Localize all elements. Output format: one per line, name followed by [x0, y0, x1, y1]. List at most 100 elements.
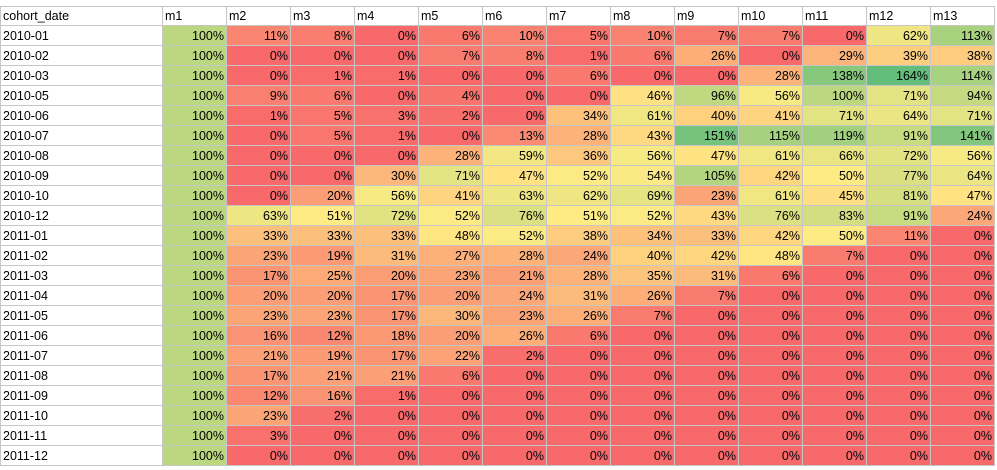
retention-cell[interactable]: 100%	[162, 445, 227, 466]
header-cell-m12[interactable]: m12	[866, 6, 931, 26]
retention-cell[interactable]: 21%	[226, 345, 291, 366]
retention-cell[interactable]: 100%	[162, 125, 227, 146]
retention-cell[interactable]: 26%	[482, 325, 547, 346]
retention-cell[interactable]: 0%	[738, 45, 803, 66]
retention-cell[interactable]: 0%	[802, 425, 867, 446]
cohort-date-cell[interactable]: 2011-06	[0, 325, 163, 346]
retention-cell[interactable]: 7%	[674, 25, 739, 46]
retention-cell[interactable]: 0%	[930, 345, 995, 366]
retention-cell[interactable]: 52%	[610, 205, 675, 226]
retention-cell[interactable]: 31%	[546, 285, 611, 306]
retention-cell[interactable]: 105%	[674, 165, 739, 186]
retention-cell[interactable]: 64%	[866, 105, 931, 126]
retention-cell[interactable]: 34%	[610, 225, 675, 246]
cohort-date-cell[interactable]: 2011-11	[0, 425, 163, 446]
retention-cell[interactable]: 3%	[226, 425, 291, 446]
retention-cell[interactable]: 0%	[866, 365, 931, 386]
retention-cell[interactable]: 77%	[866, 165, 931, 186]
retention-cell[interactable]: 100%	[162, 425, 227, 446]
retention-cell[interactable]: 0%	[354, 445, 419, 466]
cohort-date-cell[interactable]: 2010-12	[0, 205, 163, 226]
retention-cell[interactable]: 59%	[482, 145, 547, 166]
retention-cell[interactable]: 0%	[802, 305, 867, 326]
retention-cell[interactable]: 0%	[610, 65, 675, 86]
retention-cell[interactable]: 100%	[162, 165, 227, 186]
retention-cell[interactable]: 38%	[930, 45, 995, 66]
retention-cell[interactable]: 81%	[866, 185, 931, 206]
retention-cell[interactable]: 62%	[866, 25, 931, 46]
retention-cell[interactable]: 0%	[674, 385, 739, 406]
retention-cell[interactable]: 0%	[290, 425, 355, 446]
retention-cell[interactable]: 48%	[738, 245, 803, 266]
retention-cell[interactable]: 50%	[802, 165, 867, 186]
retention-cell[interactable]: 17%	[354, 305, 419, 326]
retention-cell[interactable]: 46%	[610, 85, 675, 106]
retention-cell[interactable]: 41%	[738, 105, 803, 126]
retention-cell[interactable]: 0%	[866, 445, 931, 466]
retention-cell[interactable]: 0%	[866, 325, 931, 346]
retention-cell[interactable]: 50%	[802, 225, 867, 246]
retention-cell[interactable]: 0%	[866, 405, 931, 426]
retention-cell[interactable]: 83%	[802, 205, 867, 226]
retention-cell[interactable]: 16%	[290, 385, 355, 406]
retention-cell[interactable]: 47%	[930, 185, 995, 206]
retention-cell[interactable]: 43%	[674, 205, 739, 226]
retention-cell[interactable]: 0%	[418, 445, 483, 466]
retention-cell[interactable]: 76%	[482, 205, 547, 226]
retention-cell[interactable]: 26%	[674, 45, 739, 66]
retention-cell[interactable]: 100%	[162, 305, 227, 326]
retention-cell[interactable]: 100%	[162, 205, 227, 226]
retention-cell[interactable]: 40%	[674, 105, 739, 126]
retention-cell[interactable]: 0%	[930, 225, 995, 246]
retention-cell[interactable]: 30%	[418, 305, 483, 326]
retention-cell[interactable]: 23%	[418, 265, 483, 286]
retention-cell[interactable]: 100%	[162, 265, 227, 286]
retention-cell[interactable]: 0%	[930, 265, 995, 286]
retention-cell[interactable]: 0%	[674, 325, 739, 346]
retention-cell[interactable]: 0%	[930, 245, 995, 266]
header-cell-m4[interactable]: m4	[354, 6, 419, 26]
retention-cell[interactable]: 100%	[162, 225, 227, 246]
retention-cell[interactable]: 24%	[482, 285, 547, 306]
retention-cell[interactable]: 24%	[930, 205, 995, 226]
retention-cell[interactable]: 0%	[674, 405, 739, 426]
retention-cell[interactable]: 42%	[674, 245, 739, 266]
cohort-date-cell[interactable]: 2011-01	[0, 225, 163, 246]
retention-cell[interactable]: 0%	[226, 185, 291, 206]
retention-cell[interactable]: 100%	[802, 85, 867, 106]
retention-cell[interactable]: 0%	[482, 425, 547, 446]
retention-cell[interactable]: 21%	[354, 365, 419, 386]
retention-cell[interactable]: 100%	[162, 325, 227, 346]
retention-cell[interactable]: 0%	[738, 325, 803, 346]
retention-cell[interactable]: 0%	[674, 65, 739, 86]
retention-cell[interactable]: 72%	[866, 145, 931, 166]
retention-cell[interactable]: 1%	[290, 65, 355, 86]
retention-cell[interactable]: 0%	[354, 25, 419, 46]
retention-cell[interactable]: 0%	[226, 445, 291, 466]
retention-cell[interactable]: 0%	[866, 385, 931, 406]
retention-cell[interactable]: 0%	[802, 385, 867, 406]
cohort-date-cell[interactable]: 2011-07	[0, 345, 163, 366]
retention-cell[interactable]: 71%	[866, 85, 931, 106]
retention-cell[interactable]: 62%	[546, 185, 611, 206]
retention-cell[interactable]: 0%	[226, 165, 291, 186]
retention-cell[interactable]: 0%	[738, 445, 803, 466]
retention-cell[interactable]: 7%	[418, 45, 483, 66]
retention-cell[interactable]: 0%	[290, 45, 355, 66]
retention-cell[interactable]: 27%	[418, 245, 483, 266]
retention-cell[interactable]: 0%	[866, 345, 931, 366]
retention-cell[interactable]: 31%	[354, 245, 419, 266]
retention-cell[interactable]: 100%	[162, 285, 227, 306]
retention-cell[interactable]: 40%	[610, 245, 675, 266]
retention-cell[interactable]: 33%	[290, 225, 355, 246]
retention-cell[interactable]: 6%	[738, 265, 803, 286]
retention-cell[interactable]: 52%	[482, 225, 547, 246]
retention-cell[interactable]: 7%	[738, 25, 803, 46]
retention-cell[interactable]: 6%	[418, 365, 483, 386]
retention-cell[interactable]: 100%	[162, 85, 227, 106]
retention-cell[interactable]: 0%	[290, 145, 355, 166]
retention-cell[interactable]: 0%	[930, 405, 995, 426]
retention-cell[interactable]: 0%	[546, 425, 611, 446]
header-cell-m11[interactable]: m11	[802, 6, 867, 26]
cohort-date-cell[interactable]: 2010-05	[0, 85, 163, 106]
